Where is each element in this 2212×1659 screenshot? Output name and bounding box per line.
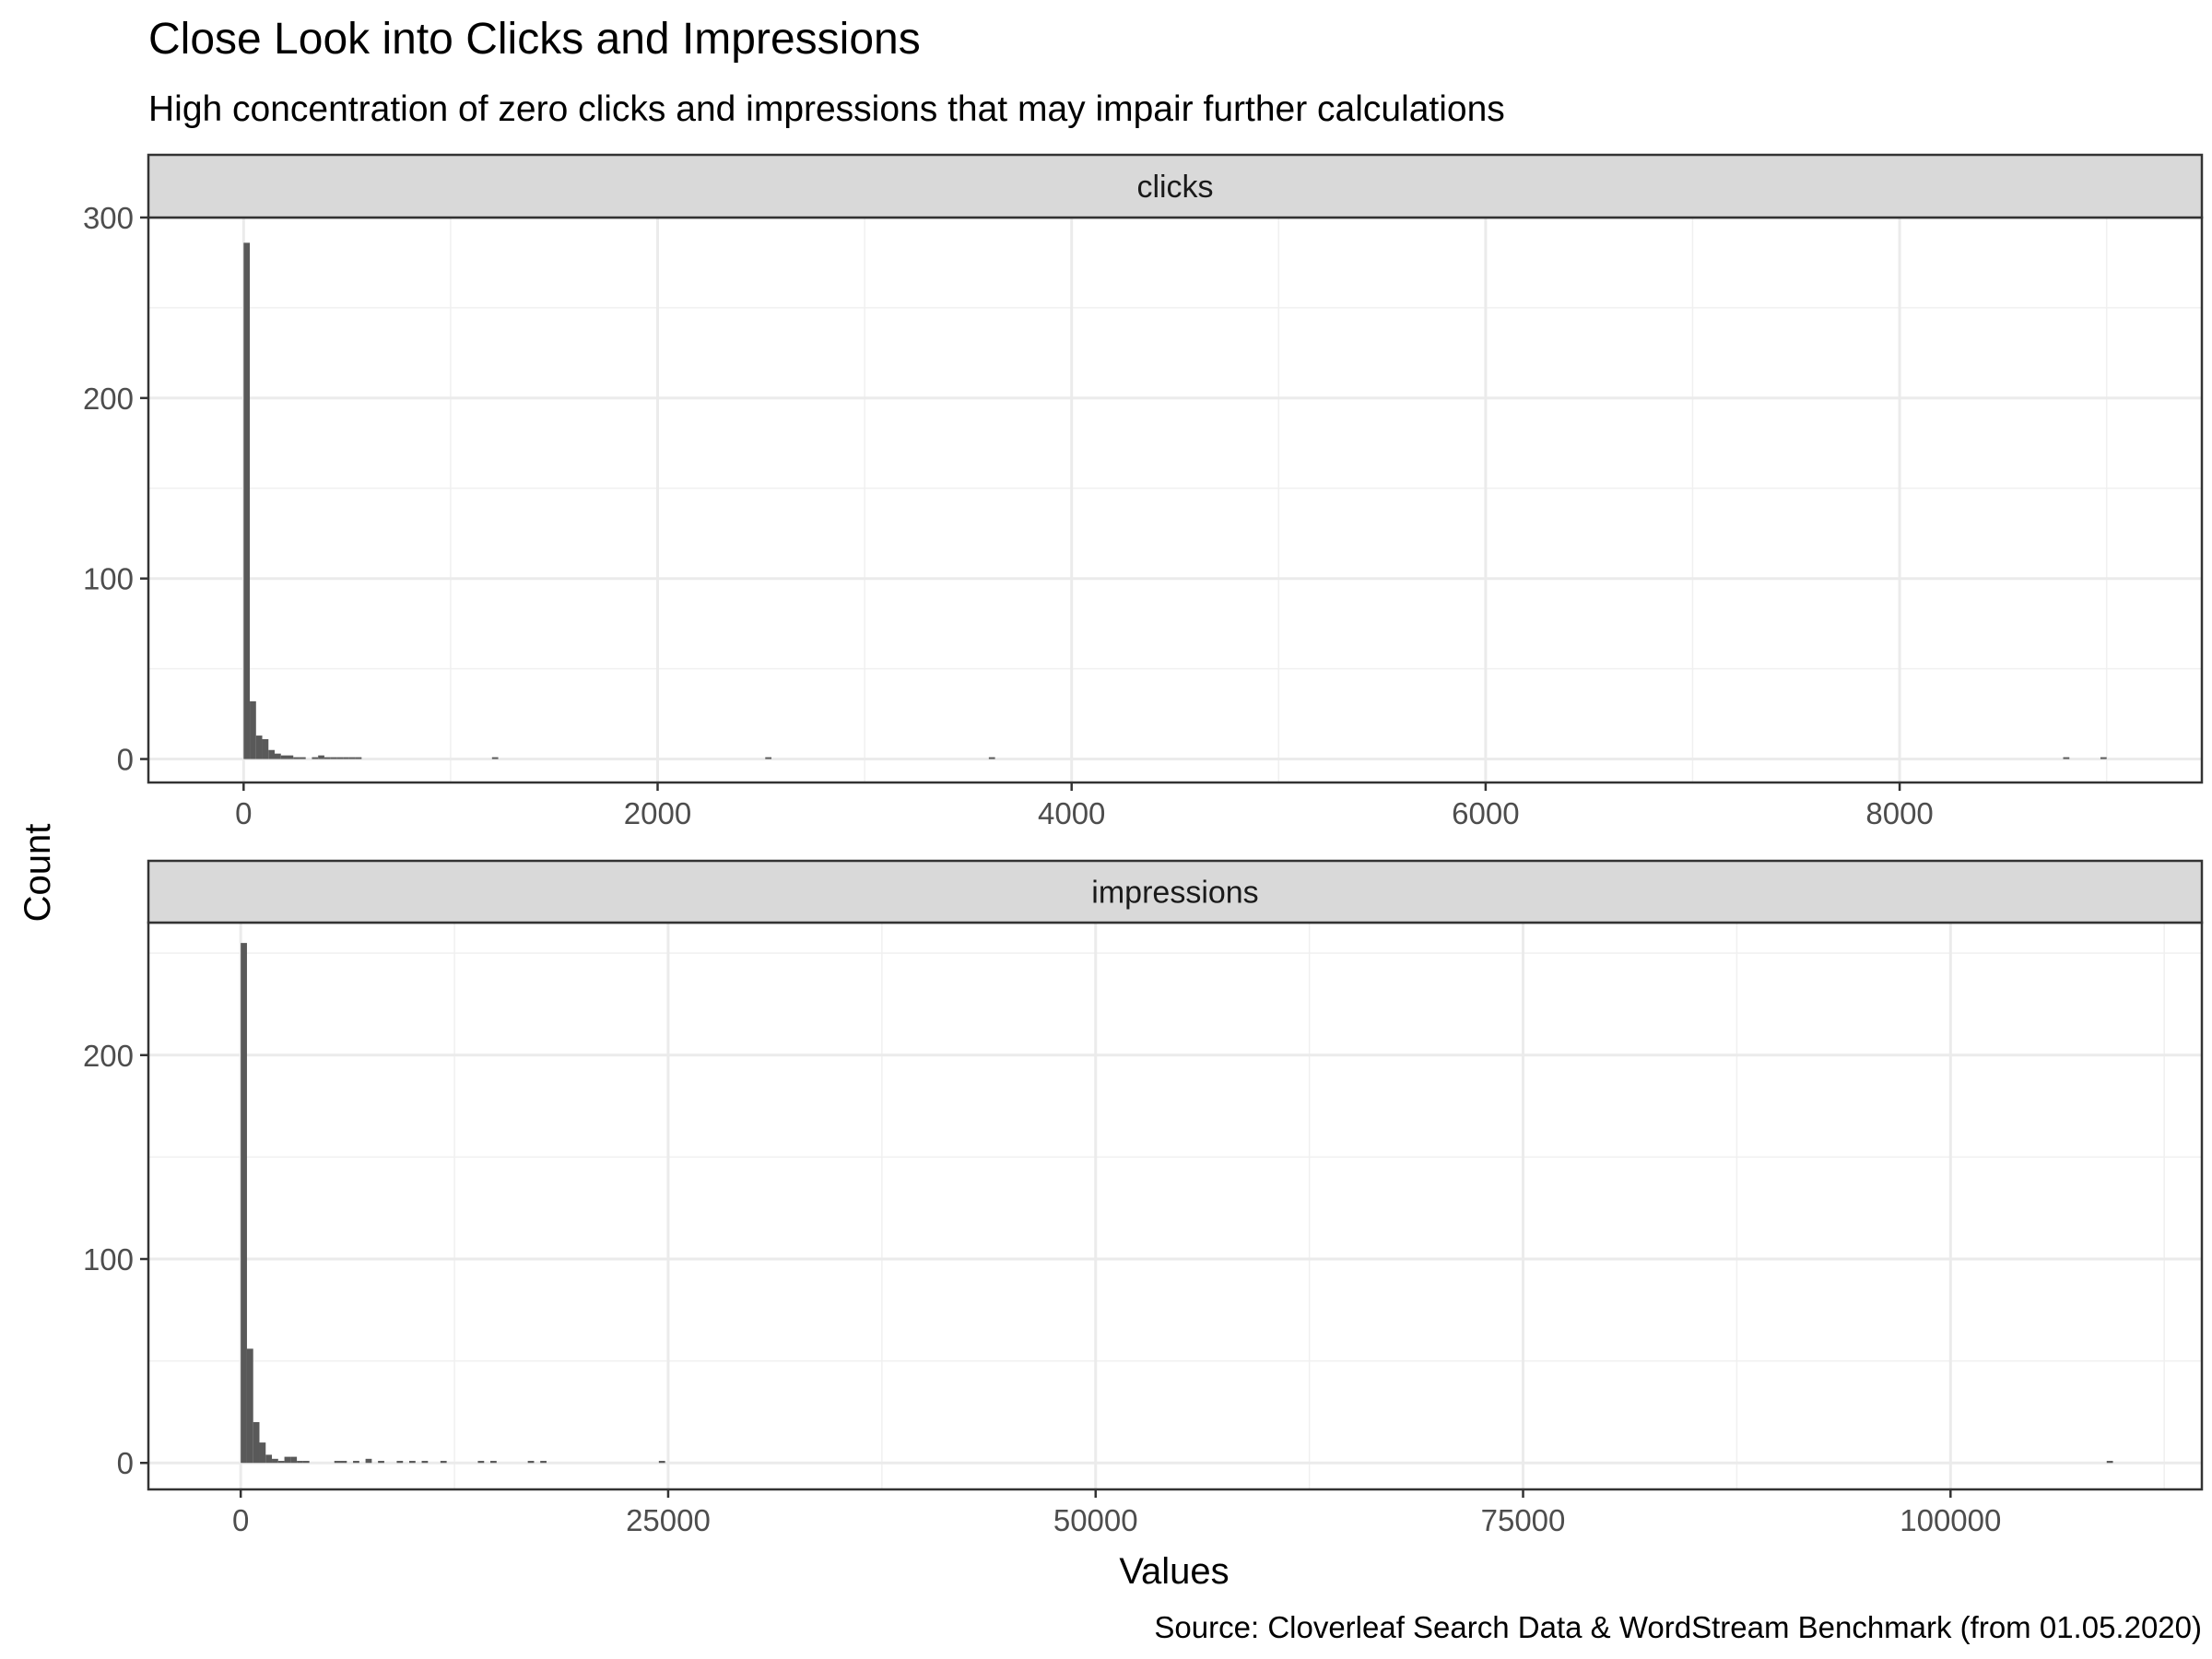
y-tick-label: 200 xyxy=(83,382,134,416)
histogram-bar xyxy=(255,735,263,759)
histogram-bar xyxy=(287,755,294,759)
histogram-bar xyxy=(365,1458,372,1464)
histogram-bar xyxy=(658,1461,665,1464)
histogram-bar xyxy=(299,757,306,759)
histogram-bar xyxy=(353,1461,359,1464)
facet-strip-label: impressions xyxy=(1091,876,1258,911)
y-tick-label: 100 xyxy=(83,1242,134,1277)
x-tick-label: 0 xyxy=(235,796,252,830)
histogram-bar xyxy=(343,757,349,759)
y-tick-label: 0 xyxy=(117,1446,134,1480)
x-tick-label: 8000 xyxy=(1865,796,1933,830)
facet-strip-label: clicks xyxy=(1136,170,1213,205)
histogram-bar xyxy=(2100,757,2107,759)
facet-strip xyxy=(147,153,2204,219)
x-tick-label: 2000 xyxy=(624,796,691,830)
histogram-bar xyxy=(262,738,269,759)
histogram-bar xyxy=(241,943,247,1464)
plot-background xyxy=(148,923,2202,1489)
x-tick-label: 50000 xyxy=(1053,1503,1138,1537)
y-tick-label: 100 xyxy=(83,562,134,596)
chart-subtitle: High concentration of zero clicks and im… xyxy=(148,89,1505,129)
histogram-bar xyxy=(265,1454,273,1464)
histogram-bar xyxy=(378,1461,384,1464)
histogram-bar xyxy=(293,757,300,759)
histogram-bar xyxy=(527,1461,535,1464)
histogram-bar xyxy=(408,1461,416,1464)
histogram-bar xyxy=(355,757,362,759)
histogram-bar xyxy=(421,1461,429,1464)
x-tick-label: 75000 xyxy=(1481,1503,1566,1537)
chart-title: Close Look into Clicks and Impressions xyxy=(148,15,921,64)
histogram-bar xyxy=(284,1456,291,1464)
x-tick-label: 25000 xyxy=(626,1503,711,1537)
y-tick-label: 200 xyxy=(83,1039,134,1073)
histogram-bar xyxy=(988,757,995,759)
chart-caption: Source: Cloverleaf Search Data & WordStr… xyxy=(1154,1610,2202,1644)
histogram-bar xyxy=(259,1442,266,1464)
histogram-bar xyxy=(440,1461,447,1464)
histogram-bar xyxy=(253,1421,260,1464)
histogram-bar xyxy=(334,1461,341,1464)
y-axis-title: Count xyxy=(18,824,58,923)
histogram-bar xyxy=(2063,757,2070,759)
histogram-bar xyxy=(272,1458,278,1464)
histogram-bar xyxy=(324,757,331,759)
histogram-bar xyxy=(302,1461,310,1464)
histogram-bar xyxy=(477,1461,485,1464)
histogram-bar xyxy=(275,753,281,759)
histogram-bar xyxy=(297,1461,303,1464)
x-tick-label: 4000 xyxy=(1038,796,1105,830)
histogram-bar xyxy=(246,1348,253,1464)
histogram-bar xyxy=(348,757,356,759)
histogram-bar xyxy=(280,755,288,759)
histogram-bar xyxy=(491,757,499,759)
histogram-bar xyxy=(250,700,256,759)
histogram-bar xyxy=(330,757,337,759)
plot-background xyxy=(148,218,2202,782)
histogram-bar xyxy=(290,1456,298,1464)
histogram-bar xyxy=(396,1461,404,1464)
histogram-bar xyxy=(277,1461,285,1464)
histogram-bar xyxy=(490,1461,497,1464)
panel-impressions: impressions 0 25000 50000 75000 100000 0 100 200 xyxy=(83,859,2204,1537)
histogram-bar xyxy=(540,1461,547,1464)
facet-strip xyxy=(147,859,2204,924)
histogram-bar xyxy=(336,757,344,759)
histogram-bar xyxy=(312,757,319,759)
x-tick-label: 100000 xyxy=(1900,1503,2001,1537)
x-tick-label: 0 xyxy=(232,1503,249,1537)
y-tick-label: 300 xyxy=(83,201,134,235)
histogram-bar xyxy=(318,755,324,759)
histogram-bar xyxy=(765,757,772,759)
x-tick-label: 6000 xyxy=(1452,796,1519,830)
histogram-bar xyxy=(340,1461,347,1464)
histogram-bar xyxy=(243,242,251,759)
panel-clicks: clicks 0 2000 4000 6000 8000 0 100 200 300 xyxy=(83,153,2204,830)
y-tick-label: 0 xyxy=(117,743,134,777)
histogram-bar xyxy=(268,749,276,759)
x-axis-title: Values xyxy=(1119,1551,1229,1592)
histogram-bar xyxy=(2106,1461,2113,1464)
